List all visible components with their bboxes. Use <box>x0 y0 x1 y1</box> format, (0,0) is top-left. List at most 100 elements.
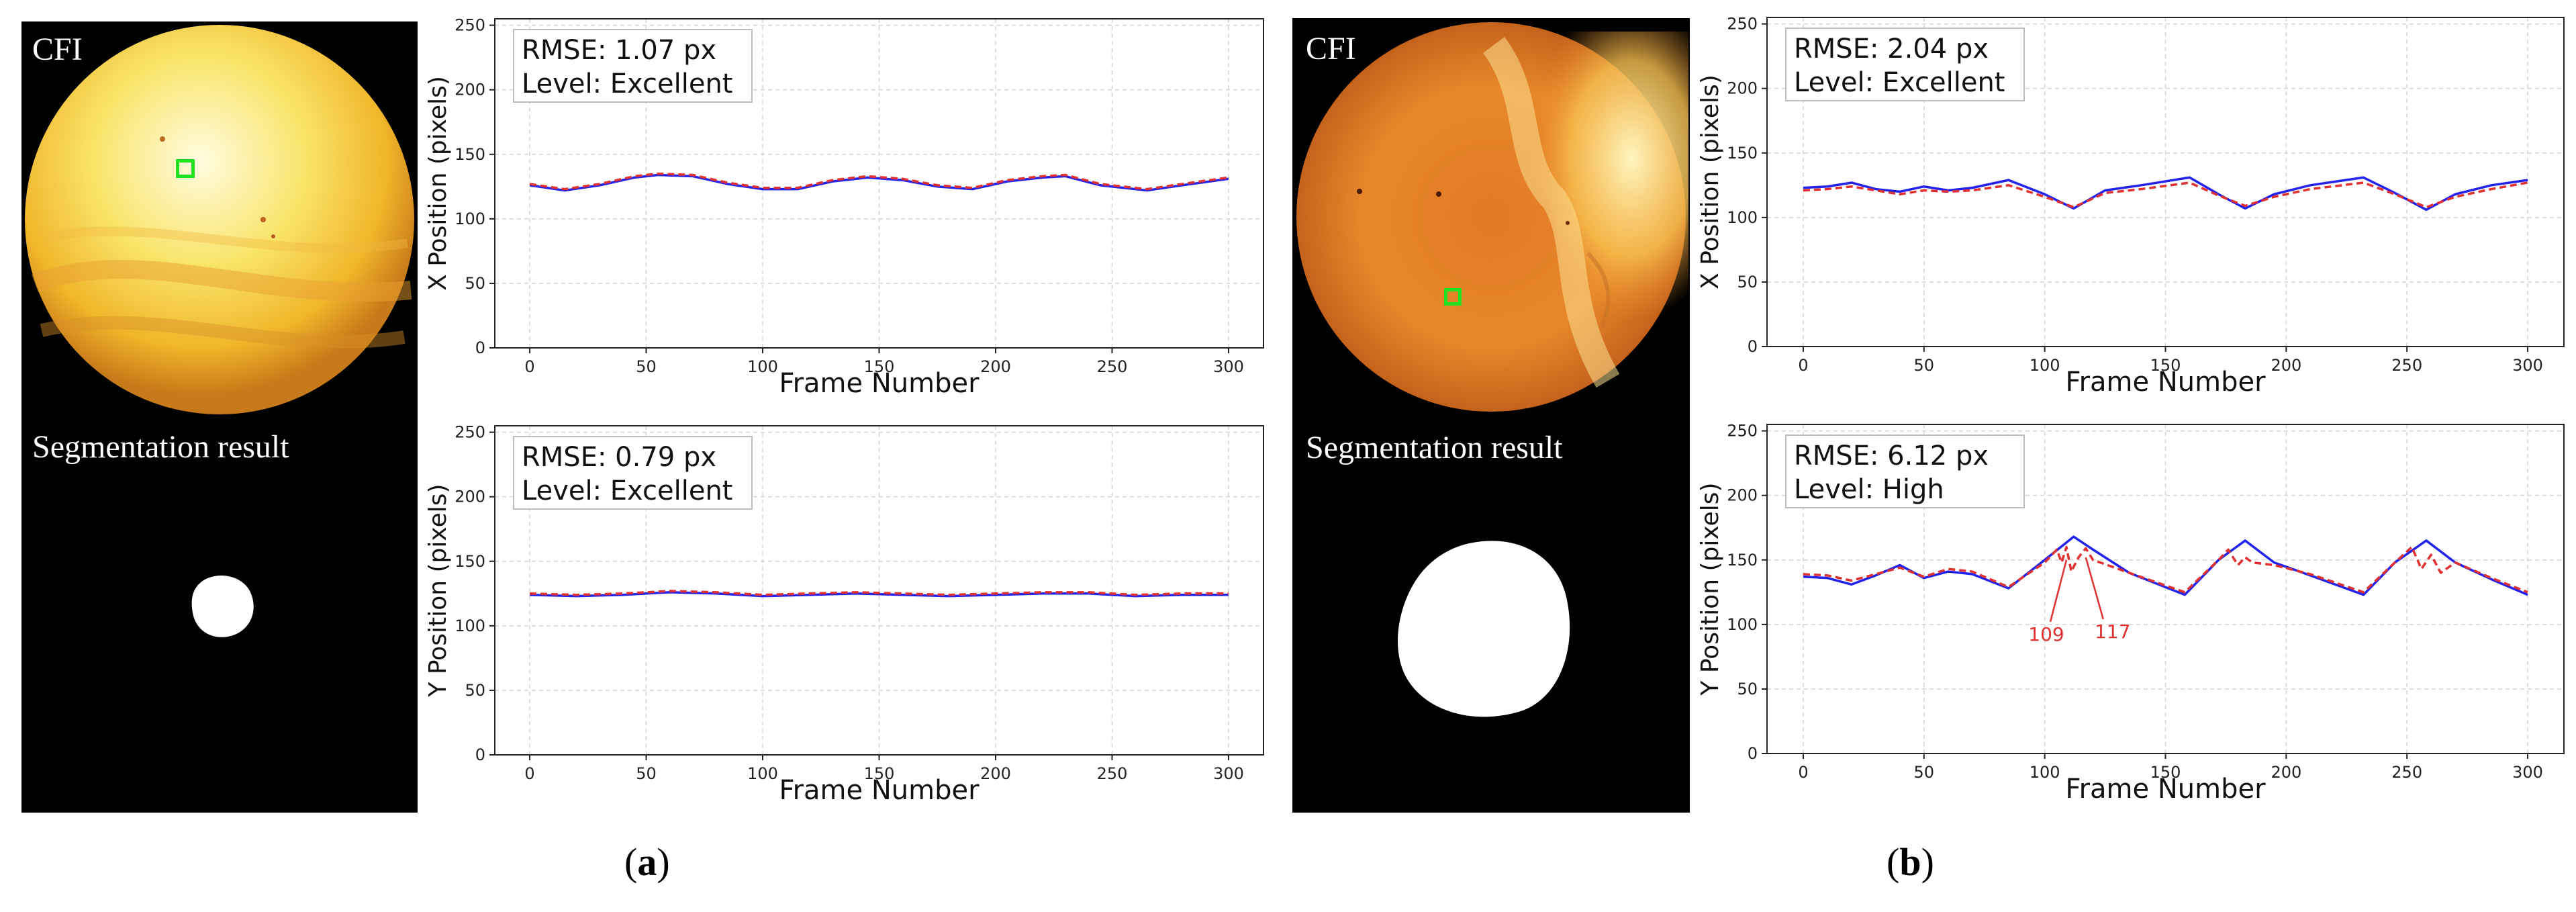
callout-label: 117 <box>2095 621 2130 643</box>
y-tick-label: 200 <box>1727 79 1758 98</box>
y-axis-label: Y Position (pixels) <box>424 484 452 697</box>
subfigure-letter-b: b <box>1899 840 1921 884</box>
x-tick-label: 100 <box>747 764 778 783</box>
y-tick-label: 100 <box>1727 615 1758 634</box>
segmentation-label-a: Segmentation result <box>32 429 289 465</box>
cfi-image-b: CFI <box>1292 18 1690 416</box>
subfigure-caption-b: (b) <box>1887 840 1934 884</box>
level-text: Level: High <box>1794 474 1944 505</box>
y-tick-label: 150 <box>455 145 485 164</box>
x-tick-label: 0 <box>524 764 534 783</box>
y-tick-label: 100 <box>1727 208 1758 227</box>
cfi-label-b: CFI <box>1306 31 1356 66</box>
y-tick-label: 100 <box>455 210 485 228</box>
x-tick-label: 50 <box>636 357 657 376</box>
callout-label: 109 <box>2028 623 2064 645</box>
series-line-1 <box>1803 545 2528 594</box>
x-tick-label: 250 <box>1097 357 1128 376</box>
y-tick-label: 0 <box>1748 744 1758 763</box>
x-tick-label: 0 <box>1798 356 1808 375</box>
x-axis-label: Frame Number <box>779 368 980 399</box>
segmentation-blob-b <box>1398 541 1570 717</box>
y-tick-label: 50 <box>1737 680 1758 698</box>
level-text: Level: Excellent <box>522 69 733 99</box>
y-tick-label: 50 <box>465 681 485 700</box>
y-tick-label: 0 <box>475 338 485 357</box>
callout-arrow <box>2049 559 2068 623</box>
level-text: Level: Excellent <box>1794 67 2005 98</box>
rmse-box <box>1785 435 2025 508</box>
chart-panel-b-y: 0 50 100 150 200 250 300 0 50 100 150 200 250 Frame N… <box>1690 420 2569 823</box>
fundus-photo-b <box>1296 22 1688 412</box>
y-tick-label: 0 <box>475 745 485 764</box>
x-tick-label: 300 <box>1213 357 1244 376</box>
y-tick-label: 150 <box>1727 551 1758 569</box>
y-tick-label: 100 <box>455 617 485 635</box>
x-tick-label: 250 <box>1097 764 1128 783</box>
x-tick-label: 200 <box>980 764 1011 783</box>
x-tick-label: 300 <box>2512 763 2543 782</box>
chart-panel-a-y: 0 50 100 150 200 250 300 0 50 100 150 200 250 Frame N… <box>418 422 1269 825</box>
segmentation-image-b: Segmentation result <box>1292 416 1690 813</box>
level-text: Level: Excellent <box>522 475 733 506</box>
chart-panel-b-x: 0 50 100 150 200 250 300 0 50 100 150 200 250 Frame N… <box>1690 13 2569 416</box>
subfigure-letter-a: a <box>637 840 657 884</box>
x-tick-label: 50 <box>1914 356 1935 375</box>
rmse-box <box>1785 28 2025 101</box>
series-line-1 <box>529 590 1229 596</box>
rmse-text: RMSE: 2.04 px <box>1794 34 1989 64</box>
x-axis-label: Frame Number <box>2065 774 2266 805</box>
x-tick-label: 250 <box>2391 356 2422 375</box>
x-tick-label: 100 <box>2030 356 2060 375</box>
cfi-label-a: CFI <box>32 32 83 67</box>
x-tick-label: 200 <box>2271 356 2301 375</box>
callout-arrow <box>2085 557 2105 620</box>
series-line-1 <box>1803 181 2528 209</box>
y-tick-label: 0 <box>1748 337 1758 356</box>
chart-b-y: 0 50 100 150 200 250 300 0 50 100 150 200 250 Frame N… <box>1697 422 2565 805</box>
x-tick-label: 150 <box>2150 356 2181 375</box>
fundus-photo-a <box>25 25 414 414</box>
cfi-image-a: CFI <box>21 21 418 418</box>
y-axis-label: X Position (pixels) <box>1697 75 1724 289</box>
y-axis-label: Y Position (pixels) <box>1697 482 1724 696</box>
segmentation-label-b: Segmentation result <box>1306 430 1563 465</box>
x-tick-label: 150 <box>2150 763 2181 782</box>
y-tick-label: 50 <box>1737 273 1758 291</box>
x-tick-label: 200 <box>980 357 1011 376</box>
chart-panel-a-x: 0 50 100 150 200 250 300 0 50 100 150 200 250 Frame N… <box>418 15 1269 418</box>
x-tick-label: 250 <box>2391 763 2422 782</box>
chart-b-x: 0 50 100 150 200 250 300 0 50 100 150 200 250 Frame N… <box>1697 15 2565 398</box>
chart-a-y: 0 50 100 150 200 250 300 0 50 100 150 200 250 Frame N… <box>424 423 1264 806</box>
y-tick-label: 200 <box>1727 486 1758 505</box>
x-tick-label: 100 <box>747 357 778 376</box>
y-tick-label: 200 <box>455 488 485 506</box>
x-axis-label: Frame Number <box>779 775 980 806</box>
rmse-box <box>513 436 753 510</box>
series-line-0 <box>529 173 1229 192</box>
x-tick-label: 150 <box>864 764 895 783</box>
x-tick-label: 300 <box>2512 356 2543 375</box>
rmse-text: RMSE: 6.12 px <box>1794 441 1989 471</box>
y-tick-label: 150 <box>1727 144 1758 163</box>
segmentation-image-a: Segmentation result <box>21 418 418 813</box>
tracking-marker-a <box>176 159 195 178</box>
x-tick-label: 0 <box>1798 763 1808 782</box>
rmse-box <box>513 29 753 103</box>
x-tick-label: 50 <box>1914 763 1935 782</box>
segmentation-blob-a <box>191 575 254 637</box>
y-tick-label: 250 <box>1727 422 1758 441</box>
y-tick-label: 200 <box>455 81 485 99</box>
rmse-text: RMSE: 0.79 px <box>522 442 716 473</box>
x-tick-label: 0 <box>524 357 534 376</box>
tracking-marker-b <box>1444 288 1462 306</box>
x-tick-label: 300 <box>1213 764 1244 783</box>
y-tick-label: 250 <box>455 423 485 442</box>
y-tick-label: 150 <box>455 552 485 571</box>
series-line-0 <box>529 591 1229 598</box>
x-axis-label: Frame Number <box>2065 367 2266 398</box>
rmse-text: RMSE: 1.07 px <box>522 35 716 66</box>
y-axis-label: X Position (pixels) <box>424 76 452 291</box>
x-tick-label: 100 <box>2030 763 2060 782</box>
y-tick-label: 250 <box>1727 15 1758 34</box>
